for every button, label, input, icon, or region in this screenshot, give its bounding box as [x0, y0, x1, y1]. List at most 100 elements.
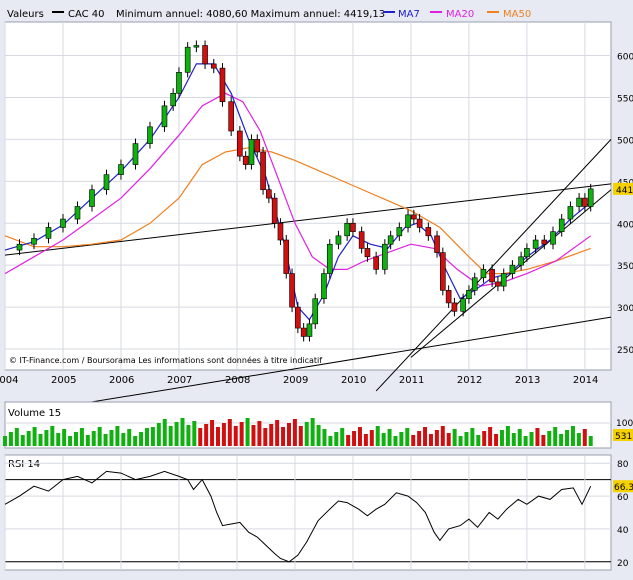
price-y-tick-label: 250 — [617, 346, 633, 356]
volume-bar — [121, 433, 126, 446]
volume-bar — [109, 430, 114, 446]
price-y-tick-label: 300 — [617, 304, 633, 314]
last-price-label: 441 — [616, 186, 633, 196]
price-panel: 250300350400450500550600 441 © IT-Financ… — [4, 21, 633, 417]
candle-body — [45, 227, 52, 239]
candle-body — [312, 298, 319, 325]
candle-body — [489, 269, 495, 283]
volume-bar — [523, 436, 528, 446]
trendline — [4, 316, 612, 417]
candle-body — [266, 189, 272, 199]
candle-body — [440, 252, 446, 291]
volume-bars — [3, 418, 593, 446]
volume-bar — [127, 429, 132, 446]
volume-bar — [50, 426, 55, 446]
volume-bar — [505, 426, 510, 446]
x-tick-label: 2006 — [109, 375, 134, 386]
volume-bar — [346, 435, 351, 446]
candle-body — [289, 273, 295, 308]
price-y-tick-label: 400 — [617, 220, 633, 230]
volume-bar — [292, 419, 297, 446]
x-tick-label: 2013 — [515, 375, 540, 386]
candle-body — [466, 290, 472, 300]
last-price-box — [613, 182, 633, 195]
candle-body — [567, 206, 574, 220]
candle-body — [518, 256, 524, 266]
volume-bar — [97, 427, 102, 446]
rsi-series-line — [4, 470, 592, 563]
rsi-y-tick-label: 80 — [617, 460, 629, 470]
volume-bar — [144, 428, 149, 446]
volume-bar — [8, 432, 13, 446]
candle-body — [500, 273, 507, 287]
volume-bar — [186, 425, 191, 446]
volume-bar — [103, 434, 108, 446]
legend-ma7: MA7 — [398, 9, 420, 20]
rsi-grid — [4, 455, 611, 570]
volume-bar — [328, 436, 333, 446]
candle-body — [550, 231, 556, 245]
header-label: Valeurs — [7, 9, 44, 20]
volume-bar — [446, 433, 451, 446]
x-tick-label: 2009 — [283, 375, 308, 386]
volume-bar — [133, 436, 138, 446]
candle-body — [344, 222, 350, 237]
candle-body — [335, 235, 342, 245]
candle-body — [425, 227, 432, 237]
volume-bar — [304, 422, 309, 446]
volume-bar — [85, 435, 90, 446]
volume-bar — [26, 431, 31, 446]
x-tick-label: 2012 — [457, 375, 482, 386]
price-candles — [16, 40, 594, 342]
volume-bar — [316, 425, 321, 446]
series-swatch — [52, 11, 64, 13]
candle-body — [132, 143, 139, 165]
x-tick-label: 2011 — [399, 375, 424, 386]
volume-bar — [174, 422, 179, 446]
volume-bar — [150, 427, 155, 446]
volume-bar — [79, 428, 84, 446]
volume-bar — [381, 433, 386, 446]
volume-bar — [428, 434, 433, 446]
volume-bar — [423, 427, 428, 446]
candle-body — [405, 214, 411, 228]
volume-bar — [245, 418, 250, 446]
volume-bar — [369, 430, 374, 446]
candle-body — [210, 63, 217, 69]
volume-bar — [91, 431, 96, 446]
min-max-annual: Minimum annuel: 4080,60 Maximum annuel: … — [116, 9, 385, 20]
candle-body — [219, 67, 226, 102]
volume-bar — [227, 419, 232, 446]
volume-panel: Volume 15 1000 531 — [3, 401, 633, 449]
volume-bar — [233, 426, 238, 446]
candle-body — [541, 239, 548, 245]
volume-bar — [458, 436, 463, 446]
volume-bar — [517, 429, 522, 446]
volume-bar — [470, 428, 475, 446]
volume-bar — [482, 431, 487, 446]
volume-bar — [511, 433, 516, 446]
volume-bar — [210, 420, 215, 446]
volume-bar — [192, 421, 197, 446]
volume-bar — [399, 432, 404, 446]
volume-bar — [559, 434, 564, 446]
price-y-tick-label: 550 — [617, 94, 633, 104]
candle-body — [416, 218, 423, 228]
legend-swatch-ma7 — [383, 11, 395, 13]
volume-bar — [139, 432, 144, 446]
volume-bar — [180, 418, 185, 446]
chart-header: Valeurs CAC 40 Minimum annuel: 4080,60 M… — [7, 9, 531, 20]
volume-bar — [375, 426, 380, 446]
candle-body — [524, 248, 530, 258]
volume-bar — [452, 429, 457, 446]
time-axis: 2004 2005 2006 2007 2008 2009 2010 2011 2012 2013… — [0, 375, 598, 386]
volume-bar — [286, 423, 291, 446]
rsi-y-tick-label: 60 — [617, 493, 629, 503]
series-name: CAC 40 — [68, 9, 105, 20]
candle-body — [31, 238, 37, 245]
price-y-tick-label: 350 — [617, 262, 633, 272]
candle-body — [382, 243, 388, 270]
x-tick-label: 2005 — [51, 375, 76, 386]
candle-body — [350, 222, 356, 232]
volume-bar — [553, 427, 558, 446]
